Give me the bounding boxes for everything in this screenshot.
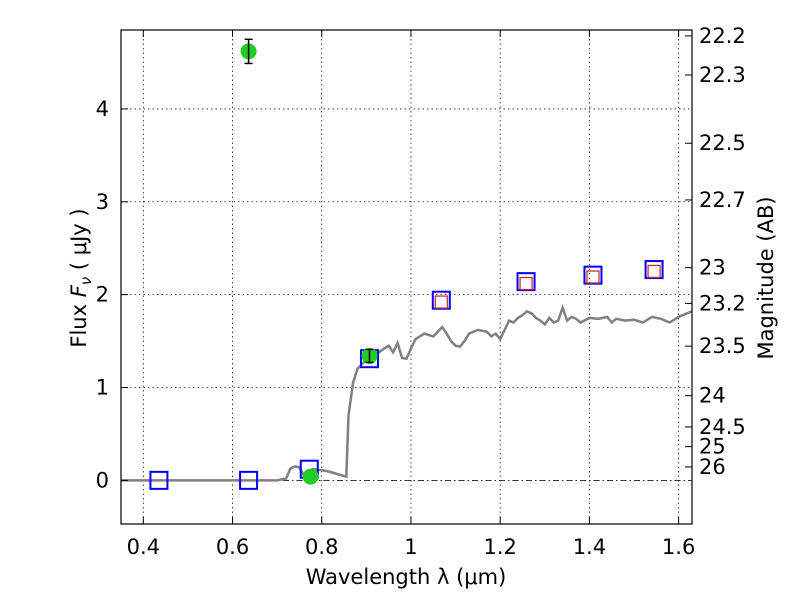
x-tick-label: 1.6 xyxy=(662,535,695,559)
x-axis-label: Wavelength λ (μm) xyxy=(306,565,507,589)
right-tick-label: 22.5 xyxy=(699,131,746,155)
right-tick-label: 23.2 xyxy=(699,291,746,315)
red-square-marker xyxy=(586,270,600,284)
blue-square-marker xyxy=(149,470,169,490)
right-tick-label: 23 xyxy=(699,256,726,280)
y-axis-label: Flux Fν ( μJy ) xyxy=(67,208,95,347)
blue-square-marker xyxy=(583,265,603,285)
right-tick-label: 24 xyxy=(699,384,726,408)
y-axis-label-symbol: F xyxy=(67,284,91,297)
right-tick-label: 22.3 xyxy=(699,63,746,87)
blue-square-marker xyxy=(644,260,664,280)
right-tick-label: 24.5 xyxy=(699,415,746,439)
right-axis-label: Magnitude (AB) xyxy=(754,196,778,359)
model-spectrum-line xyxy=(121,303,693,482)
x-tick-label: 1 xyxy=(404,535,417,559)
grid xyxy=(121,30,692,524)
x-tick-labels: 0.4 0.6 0.8 1 1.2 1.4 1.6 xyxy=(127,535,696,559)
blue-square-marker xyxy=(516,272,536,292)
green-point-marker xyxy=(302,468,319,485)
y-axis-label-suffix: ( μJy ) xyxy=(67,208,91,276)
y-axis-label-prefix: Flux xyxy=(67,297,91,347)
x-tick-label: 0.6 xyxy=(216,535,249,559)
right-tick-label: 26 xyxy=(699,455,726,479)
x-tick-label: 0.4 xyxy=(127,535,160,559)
y-tick-label: 2 xyxy=(96,283,109,307)
right-tick-label: 25 xyxy=(699,435,726,459)
right-tick-label: 22.7 xyxy=(699,188,746,212)
red-square-marker xyxy=(519,276,533,291)
y-tick-labels: 0 1 2 3 4 xyxy=(96,97,109,492)
red-square-marker xyxy=(434,295,448,309)
x-tick-label: 1.2 xyxy=(483,535,516,559)
right-tick-label: 23.5 xyxy=(699,334,746,358)
y-tick-label: 1 xyxy=(96,376,109,400)
plot-frame xyxy=(120,29,693,525)
red-square-marker xyxy=(647,264,661,279)
y-tick-label: 4 xyxy=(96,97,109,121)
x-tick-label: 0.8 xyxy=(305,535,338,559)
blue-square-marker xyxy=(431,290,451,310)
red-square-markers xyxy=(434,264,661,309)
right-tick-label: 22.2 xyxy=(699,24,746,48)
x-tick-label: 1.4 xyxy=(573,535,606,559)
y-tick-label: 3 xyxy=(96,190,109,214)
y-tick-label: 0 xyxy=(96,468,109,492)
blue-square-markers xyxy=(149,260,664,490)
y-axis-label-subscript: ν xyxy=(77,277,95,285)
green-point-markers xyxy=(240,38,378,485)
axis-ticks xyxy=(121,30,692,524)
blue-square-marker xyxy=(239,470,259,490)
